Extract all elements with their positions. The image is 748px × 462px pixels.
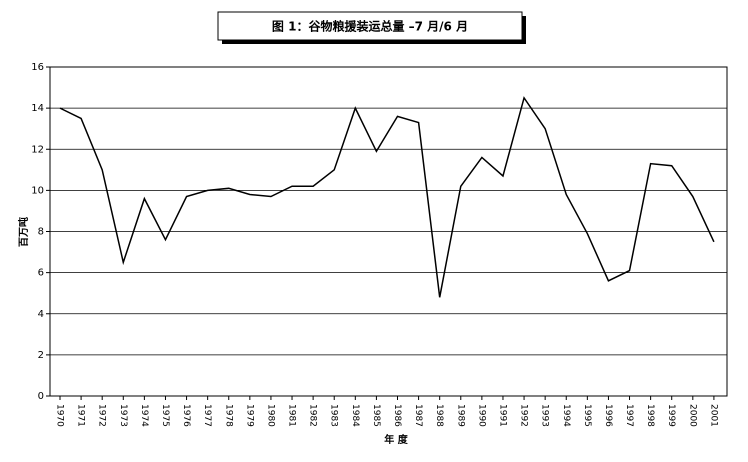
x-tick-label: 1979 <box>244 404 254 427</box>
y-tick-label: 4 <box>38 309 44 320</box>
y-tick-label: 6 <box>38 268 44 279</box>
x-tick-label: 1984 <box>350 404 360 427</box>
x-tick-label: 1975 <box>160 404 170 427</box>
y-tick-label: 10 <box>31 185 44 196</box>
title-box <box>217 11 523 41</box>
x-tick-label: 1972 <box>97 404 107 427</box>
y-tick-label: 16 <box>31 62 44 73</box>
y-tick-label: 0 <box>38 391 44 402</box>
x-tick-label: 1985 <box>371 404 381 427</box>
data-line <box>59 96 715 298</box>
x-tick-label: 1996 <box>603 404 613 427</box>
x-tick-label: 1971 <box>76 404 86 427</box>
x-tick-label: 1980 <box>265 404 275 427</box>
x-tick-label: 1994 <box>561 404 571 427</box>
x-tick-label: 1998 <box>645 404 655 427</box>
x-tick-label: 1981 <box>287 404 297 427</box>
x-tick-label: 2000 <box>687 404 697 427</box>
x-tick-label: 1974 <box>139 404 149 427</box>
x-tick-label: 1986 <box>392 404 402 427</box>
x-tick-label: 1992 <box>519 404 529 427</box>
y-tick-label: 2 <box>38 350 44 361</box>
y-axis-label: 百万吨 <box>17 217 30 247</box>
x-tick-label: 1987 <box>413 404 423 427</box>
x-tick-label: 2001 <box>708 404 718 427</box>
x-tick-label: 1991 <box>497 404 507 427</box>
x-tick-label: 1999 <box>666 404 676 427</box>
x-tick-label: 1982 <box>308 404 318 427</box>
y-tick-label: 8 <box>38 227 44 238</box>
x-tick-label: 1990 <box>476 404 486 427</box>
y-tick-label: 12 <box>31 144 44 155</box>
x-tick-label: 1995 <box>582 404 592 427</box>
x-tick-label: 1993 <box>540 404 550 427</box>
x-tick-label: 1970 <box>55 404 65 427</box>
x-tick-label: 1973 <box>118 404 128 427</box>
x-tick-label: 1997 <box>624 404 634 427</box>
x-tick-label: 1983 <box>329 404 339 427</box>
plot-border <box>49 66 728 397</box>
y-tick-label: 14 <box>31 103 44 114</box>
x-tick-label: 1978 <box>223 404 233 427</box>
x-tick-label: 1977 <box>202 404 212 427</box>
x-tick-label: 1989 <box>455 404 465 427</box>
chart-title: 图 1：谷物粮援装运总量 –7 月/6 月 <box>272 19 468 34</box>
x-tick-label: 1988 <box>434 404 444 427</box>
x-axis-label: 年 度 <box>384 433 408 446</box>
x-tick-label: 1976 <box>181 404 191 427</box>
